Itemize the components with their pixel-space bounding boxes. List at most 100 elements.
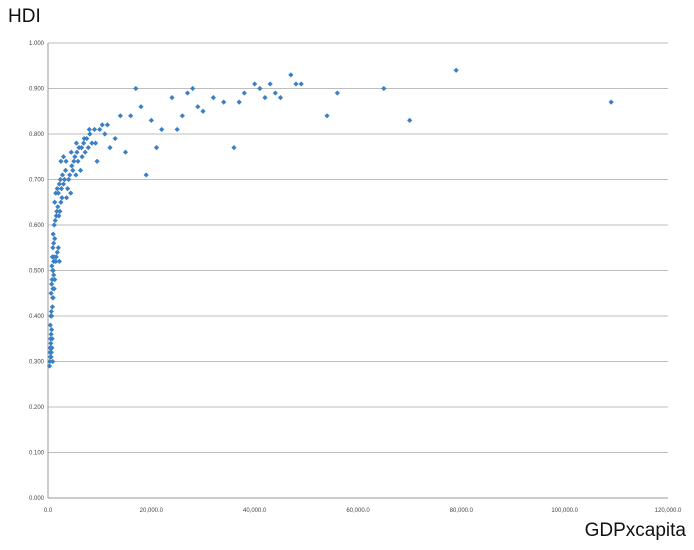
x-tick-label: 80,000.0 [450, 508, 474, 514]
data-point [73, 172, 79, 178]
data-point [56, 181, 62, 187]
y-axis-label: HDI [8, 6, 41, 27]
y-tick-label: 0.200 [29, 405, 45, 411]
data-point [72, 154, 78, 160]
data-point [50, 295, 56, 301]
data-point [104, 122, 111, 128]
y-tick-label: 0.800 [29, 132, 45, 138]
gridlines [47, 42, 668, 499]
data-point [57, 208, 63, 214]
data-point [58, 186, 65, 192]
data-point [50, 267, 56, 274]
data-point [117, 113, 123, 119]
data-point [184, 90, 191, 96]
data-point [48, 340, 54, 346]
data-point [81, 135, 87, 142]
data-point [58, 199, 64, 205]
x-tick-label: 100,000.0 [551, 508, 578, 514]
data-point [407, 117, 413, 123]
data-point [60, 154, 67, 160]
x-tick-label: 60,000.0 [346, 508, 370, 514]
data-point [324, 113, 330, 119]
data-point [60, 181, 67, 187]
data-point [298, 81, 304, 87]
x-tick-label: 120,000.0 [655, 508, 682, 514]
data-point [252, 81, 258, 87]
data-point [51, 286, 57, 292]
data-point [50, 245, 56, 251]
data-point [86, 126, 92, 133]
data-point [49, 281, 55, 287]
data-point [58, 158, 64, 164]
x-tick-label: 40,000.0 [243, 508, 267, 514]
y-tick-label: 0.500 [29, 269, 45, 275]
data-point [68, 190, 74, 196]
x-tick-labels: 0.0 20,000.0 40,000.0 60,000.0 80,000.0 100,0… [44, 508, 682, 514]
data-point [59, 195, 65, 201]
y-tick-label: 0.100 [29, 451, 45, 457]
data-point [91, 126, 98, 133]
data-point [56, 213, 62, 219]
data-point [71, 158, 77, 164]
data-point [138, 104, 144, 110]
data-point [64, 195, 70, 201]
data-point [55, 190, 61, 196]
data-point [51, 240, 57, 246]
data-point [47, 322, 53, 328]
data-point [52, 277, 58, 283]
data-point [55, 204, 61, 210]
data-point [46, 363, 53, 369]
data-point [50, 358, 56, 365]
data-point [54, 249, 60, 255]
data-point [48, 349, 54, 355]
y-tick-label: 0.000 [29, 496, 45, 502]
data-point [200, 108, 206, 114]
y-tick-label: 0.900 [29, 87, 45, 93]
data-point [99, 122, 105, 128]
data-point [257, 85, 263, 92]
data-point [74, 149, 80, 155]
data-point [50, 231, 56, 237]
data-point [70, 167, 76, 173]
data-point [608, 99, 614, 105]
data-point [48, 308, 54, 315]
y-tick-label: 0.700 [29, 178, 45, 184]
data-point [49, 327, 55, 333]
data-point [143, 172, 149, 178]
data-point [94, 158, 100, 164]
data-point [195, 104, 201, 110]
data-point [174, 126, 180, 133]
data-point [51, 272, 57, 278]
data-point [210, 95, 216, 101]
data-point [49, 304, 55, 310]
data-point [55, 245, 61, 251]
data-point [179, 113, 185, 119]
data-point [77, 167, 84, 173]
data-point [107, 145, 113, 151]
data-point [381, 85, 387, 92]
data-point [48, 354, 54, 360]
y-tick-label: 1.000 [29, 41, 45, 47]
x-axis-label: GDPxcapita [584, 520, 686, 541]
data-point [67, 172, 73, 178]
data-point [79, 154, 85, 160]
data-point [63, 158, 69, 164]
data-point [53, 258, 59, 264]
data-point [288, 72, 294, 78]
data-point [52, 217, 58, 224]
data-point [54, 186, 60, 192]
data-point [267, 81, 273, 87]
data-point [87, 131, 93, 137]
data-point [69, 163, 75, 169]
y-tick-label: 0.400 [29, 314, 45, 320]
data-point [334, 90, 340, 96]
data-point [51, 222, 57, 228]
data-point [169, 95, 175, 101]
data-point [148, 117, 154, 123]
y-tick-label: 0.300 [29, 360, 45, 366]
data-point [54, 208, 60, 214]
data-point [78, 145, 85, 151]
y-tick-labels: 0.000 0.100 0.200 0.300 0.400 0.500 0.600 0.700… [29, 41, 45, 502]
data-point [65, 186, 71, 192]
